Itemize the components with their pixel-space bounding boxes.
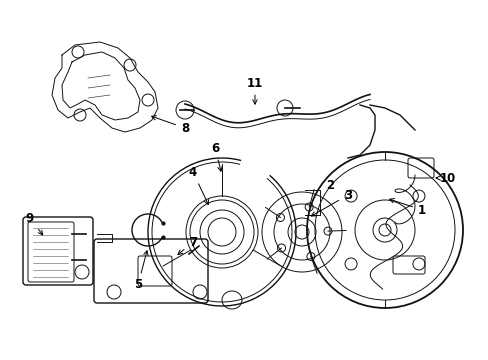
Text: 2: 2 [325,179,333,192]
Text: 9: 9 [26,212,42,235]
Text: 3: 3 [311,189,351,216]
Text: 7: 7 [178,235,197,255]
Text: 10: 10 [435,171,455,185]
Text: 1: 1 [389,198,425,216]
Text: 8: 8 [151,116,189,135]
Text: 4: 4 [188,166,208,204]
Text: 5: 5 [134,251,148,292]
Text: 6: 6 [210,141,222,171]
Text: 11: 11 [246,77,263,104]
